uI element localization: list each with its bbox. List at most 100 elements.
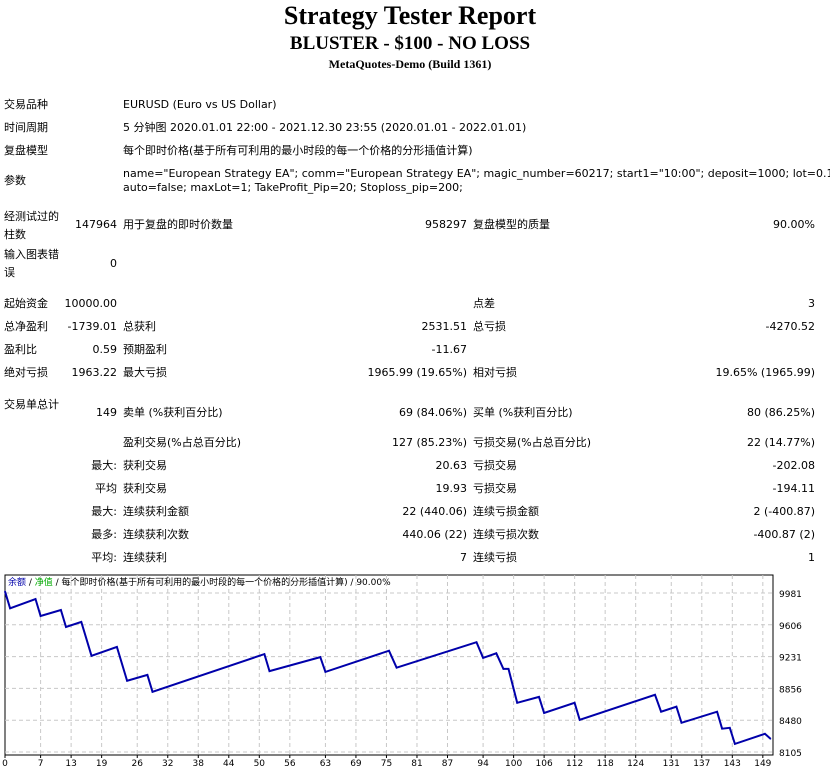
errors-label: 输入图表错误 <box>4 248 59 279</box>
legend-equity: 净值 <box>35 576 53 588</box>
x-tick-label: 149 <box>754 759 771 768</box>
x-tick-label: 100 <box>505 759 522 768</box>
stats-v2: 20.63 <box>435 459 468 472</box>
balance-point <box>516 702 518 704</box>
stats-row: 总净盈利 -1739.01 总获利 2531.51 总亏损 -4270.52 <box>0 319 830 341</box>
y-tick-label: 8856 <box>779 685 802 695</box>
stats-l3: 亏损交易(%占总百分比) <box>473 436 592 449</box>
balance-point <box>34 598 37 600</box>
stats-v2: 69 (84.06%) <box>398 406 467 419</box>
stats-v1: 最多: <box>91 528 117 541</box>
x-tick-label: 131 <box>663 759 680 768</box>
stats-v3: -4270.52 <box>765 320 815 333</box>
stats-row: 交易单总计 149 卖单 (%获利百分比) 69 (84.06%) 买单 (%获利百分比… <box>0 398 830 420</box>
stats-v1: 最大: <box>91 505 117 518</box>
stats-l1: 盈利比 <box>4 343 37 356</box>
stats-row: 起始资金 10000.00 点差 3 <box>0 296 830 318</box>
balance-point <box>39 615 42 617</box>
params-label: 参数 <box>4 174 26 187</box>
x-tick-label: 0 <box>2 759 8 768</box>
legend-sep: / <box>26 578 35 588</box>
stats-l3: 连续亏损次数 <box>473 528 539 541</box>
errors-value: 0 <box>110 257 117 270</box>
balance-point <box>60 609 62 611</box>
balance-point <box>734 743 736 745</box>
stats-row: 盈利交易(%占总百分比) 127 (85.23%) 亏损交易(%占总百分比) 22 (… <box>0 435 830 457</box>
stats-v1: 149 <box>96 406 117 419</box>
x-tick-label: 38 <box>193 759 205 768</box>
stats-l3: 连续亏损金额 <box>473 505 539 518</box>
balance-chart: 0 7 13 19 26 32 38 44 50 56 63 69 75 81 87 94 100 106 112 1… <box>2 574 802 768</box>
bars-row: 经测试过的柱数 147964 用于复盘的即时价数量 958297 复盘模型的质量… <box>0 208 830 244</box>
period-label: 时间周期 <box>4 121 48 134</box>
model-label: 复盘模型 <box>4 144 48 157</box>
stats-v2: 7 <box>460 551 467 564</box>
stats-v1: 平均: <box>91 551 117 564</box>
x-tick-label: 44 <box>223 759 235 768</box>
balance-point <box>769 737 772 740</box>
stats-row: 盈利比 0.59 预期盈利 -11.67 <box>0 342 830 364</box>
x-tick-label: 106 <box>536 759 553 768</box>
stats-l3: 连续亏损 <box>473 551 517 564</box>
stats-l3: 点差 <box>473 297 495 310</box>
stats-row: 最多: 连续获利次数 440.06 (22) 连续亏损次数 -400.87 (2) <box>0 527 830 549</box>
balance-point <box>675 705 678 708</box>
x-tick-label: 143 <box>724 759 741 768</box>
stats-l3: 亏损交易 <box>473 482 517 495</box>
x-tick-label: 32 <box>162 759 173 768</box>
stats-row: 平均: 连续获利 7 连续亏损 1 <box>0 550 830 572</box>
stats-l2: 总获利 <box>123 320 156 333</box>
stats-l2: 连续获利 <box>123 551 167 564</box>
stats-v2: 440.06 (22) <box>402 528 467 541</box>
x-tick-label: 56 <box>284 759 296 768</box>
stats-v3: 19.65% (1965.99) <box>715 366 815 379</box>
x-tick-label: 19 <box>96 759 108 768</box>
x-tick-label: 124 <box>627 759 644 768</box>
balance-point <box>65 626 67 628</box>
x-tick-label: 112 <box>566 759 583 768</box>
chart-legend: 余额 / 净值 / 每个即时价格(基于所有可利用的最小时段的每一个价格的分形插值… <box>8 576 391 588</box>
stats-v3: -202.08 <box>772 459 815 472</box>
period-row: 时间周期 5 分钟图 2020.01.01 22:00 - 2021.12.30… <box>0 120 830 142</box>
symbol-label: 交易品种 <box>4 98 48 111</box>
stats-l2: 卖单 (%获利百分比) <box>123 406 223 419</box>
report-title: Strategy Tester Report <box>283 1 537 30</box>
stats-v1: 最大: <box>91 459 117 472</box>
stats-l2: 连续获利金额 <box>123 505 189 518</box>
stats-v1: 0.59 <box>92 343 118 356</box>
model-row: 复盘模型 每个即时价格(基于所有可利用的最小时段的每一个价格的分形插值计算) <box>0 143 830 165</box>
balance-point <box>116 646 118 648</box>
x-tick-label: 26 <box>132 759 144 768</box>
stats-l2: 获利交易 <box>123 482 167 495</box>
balance-point <box>654 693 656 696</box>
quality-value: 90.00% <box>773 218 815 231</box>
quality-label: 复盘模型的质量 <box>473 218 550 231</box>
balance-point <box>146 674 149 676</box>
balance-point <box>543 712 545 714</box>
balance-point <box>573 702 576 704</box>
stats-l2: 获利交易 <box>123 459 167 472</box>
x-tick-label: 75 <box>381 759 392 768</box>
stats-row: 平均 获利交易 19.93 亏损交易 -194.11 <box>0 481 830 503</box>
x-tick-label: 118 <box>597 759 614 768</box>
balance-point <box>151 691 154 693</box>
stats-l2: 连续获利次数 <box>123 528 189 541</box>
x-tick-label: 63 <box>320 759 331 768</box>
balance-point <box>660 710 662 713</box>
stats-l2: 最大亏损 <box>123 366 167 379</box>
stats-v2: 1965.99 (19.65%) <box>367 366 467 379</box>
stats-v3: 2 (-400.87) <box>753 505 815 518</box>
stats-v1: 10000.00 <box>64 297 118 310</box>
stats-l1: 起始资金 <box>4 297 48 310</box>
period-value: 5 分钟图 2020.01.01 22:00 - 2021.12.30 23:5… <box>123 121 527 134</box>
legend-rest: / 每个即时价格(基于所有可利用的最小时段的每一个价格的分形插值计算) / 90… <box>53 576 391 588</box>
errors-row: 输入图表错误 0 <box>0 246 830 282</box>
symbol-value: EURUSD (Euro vs US Dollar) <box>123 98 277 111</box>
stats-l1: 交易单总计 <box>4 398 59 411</box>
balance-point <box>728 727 731 729</box>
stats-l1: 绝对亏损 <box>4 366 48 379</box>
stats-l3: 买单 (%获利百分比) <box>473 406 573 419</box>
stats-l3: 总亏损 <box>473 320 506 333</box>
params-line1: name="European Strategy EA"; comm="Europ… <box>123 167 830 180</box>
x-tick-label: 50 <box>254 759 266 768</box>
